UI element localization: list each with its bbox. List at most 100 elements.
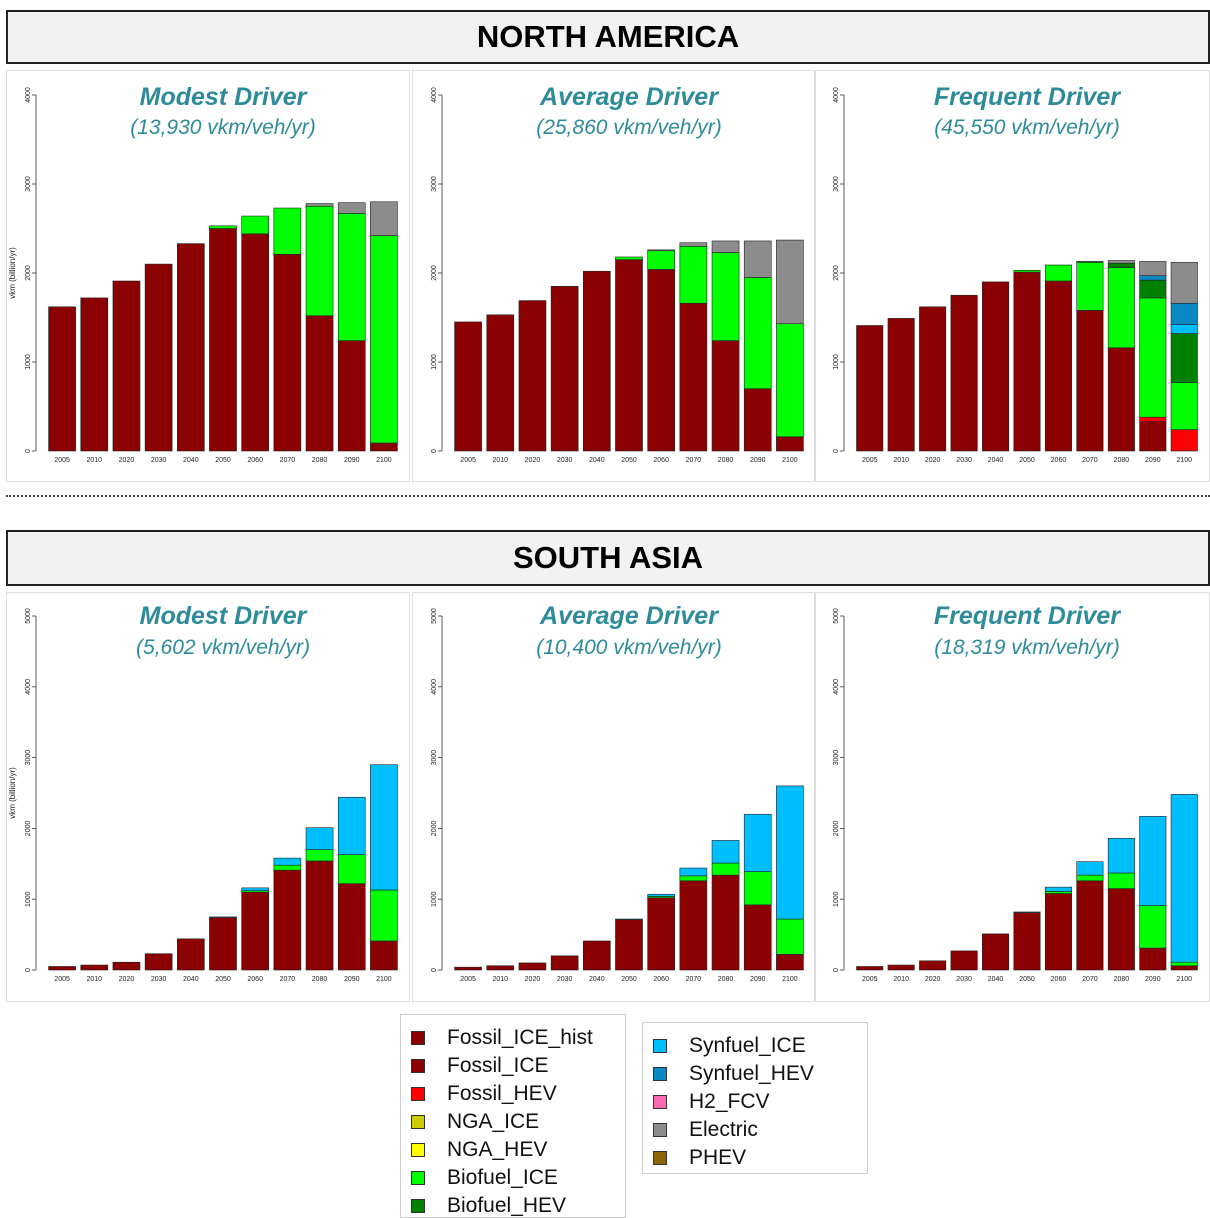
bar-segment-fossil-ice [486,314,515,452]
legend-label: NGA_ICE [447,1110,540,1133]
bar-segment-synfuel-ice [1107,838,1135,874]
bar-segment-fossil-ice [80,297,109,452]
bar-segment-electric [776,239,804,325]
chart-na-modest: Modest Driver (13,930 vkm/veh/yr) 0 1000 200… [6,70,410,482]
region-divider [6,495,1210,497]
x-tick-label: 2090 [344,976,360,983]
chart-subtitle: (45,550 vkm/veh/yr) [934,116,1120,139]
y-tick-label: 4000 [833,679,840,695]
legend-swatch [411,1171,425,1185]
bar-segment-fossil-ice [615,259,643,452]
bar-segment-biofuel-ice [1044,891,1072,894]
x-tick-label: 2005 [460,457,476,464]
chart-na-frequent: Frequent Driver (45,550 vkm/veh/yr) 0 1000 2… [814,70,1210,482]
legend-label: Fossil_HEV [447,1082,557,1105]
legend-item: Fossil_ICE [411,1054,549,1077]
bar-segment-biofuel-ice [305,205,334,317]
bar-segment-fossil-ice [1170,965,1198,971]
bar-segment-biofuel-ice [776,918,804,955]
bar-segment-fossil-ice [550,286,579,452]
y-tick-label: 4000 [25,87,32,103]
x-tick-label: 2080 [718,976,734,983]
x-tick-label: 2050 [215,976,231,983]
x-tick-label: 2010 [893,976,909,983]
bar-segment-fossil-ice [711,340,740,452]
y-tick-label: 1000 [25,354,32,370]
bar-segment-fossil-ice [518,962,547,971]
bar-segment-fossil-ice [486,965,515,971]
x-tick-label: 2060 [653,976,669,983]
x-tick-label: 2060 [247,976,263,983]
legend-item: H2_FCV [653,1090,770,1113]
bar-segment-fossil-ice [48,306,76,452]
legend-swatch [411,1059,425,1073]
panel-frame [6,592,410,1002]
y-tick-label: 3000 [833,176,840,192]
bar-segment-fossil-ice [241,891,269,971]
x-tick-label: 2050 [621,457,637,464]
bar-segment-synfuel-ice [776,785,804,920]
x-tick-label: 2090 [344,457,360,464]
legend-item: PHEV [653,1146,746,1169]
x-tick-label: 2020 [119,457,135,464]
bar-segment-biofuel-ice [776,323,804,438]
y-tick-label: 0 [25,968,32,972]
y-tick-label: 3000 [25,176,32,192]
bar-segment-synfuel-ice [1139,816,1167,906]
bar-segment-fossil-ice [1013,912,1041,971]
bar-segment-biofuel-ice [209,225,237,229]
legend-swatch [411,1115,425,1129]
panel-frame [412,592,816,1002]
chart-subtitle: (18,319 vkm/veh/yr) [934,636,1120,659]
bar-segment-biofuel-ice [711,862,740,876]
bar-segment-fossil-ice [982,933,1010,971]
x-tick-label: 2070 [686,457,702,464]
y-tick-label: 2000 [833,821,840,837]
x-tick-label: 2080 [312,457,328,464]
bar-segment-fossil-ice [919,960,947,971]
chart-title: Average Driver [539,602,719,630]
bar-segment-fossil-ice [209,917,237,971]
legend-item: Fossil_ICE_hist [411,1026,593,1049]
x-tick-label: 2020 [525,457,541,464]
x-tick-label: 2005 [54,457,70,464]
bar-segment-fossil-ice [1107,347,1135,452]
bar-segment-biofuel-ice [1107,872,1135,889]
y-tick-label: 3000 [431,750,438,766]
bar-segment-synfuel-ice [647,893,675,897]
bar-segment-fossil-ice [743,904,772,971]
legend-label: Fossil_ICE_hist [447,1026,593,1049]
y-tick-label: 4000 [833,87,840,103]
bar-segment-synfuel-ice [1013,911,1041,913]
bar-segment-fossil-ice [144,263,173,452]
x-tick-label: 2030 [557,976,573,983]
x-tick-label: 2005 [862,457,878,464]
legend-swatch [653,1151,667,1165]
bar-segment-fossil-ice [1107,888,1135,971]
x-tick-label: 2080 [1114,976,1130,983]
x-tick-label: 2080 [1114,457,1130,464]
y-tick-label: 0 [431,449,438,453]
x-tick-label: 2010 [492,457,508,464]
y-tick-label: 1000 [431,354,438,370]
chart-title: Frequent Driver [934,602,1121,630]
bar-segment-biofuel-hev [1107,262,1135,268]
bar-segment-fossil-ice [776,436,804,452]
legend-swatch [653,1095,667,1109]
bar-segment-synfuel-ice [273,857,302,866]
bar-segment-fossil-ice [711,874,740,971]
x-tick-label: 2010 [86,976,102,983]
legend-swatch [653,1039,667,1053]
bar-segment-biofuel-ice [1139,905,1167,949]
x-tick-label: 2070 [1082,976,1098,983]
bar-segment-synfuel-ice [370,764,398,891]
bar-segment-biofuel-ice [743,871,772,906]
bar-segment-fossil-ice [454,321,482,452]
chart-na-average: Average Driver (25,860 vkm/veh/yr) 0 1000 20… [412,70,816,482]
y-tick-label: 3000 [833,750,840,766]
x-tick-label: 2090 [1145,976,1161,983]
bar-segment-biofuel-hev [1076,261,1104,263]
y-tick-label: 2000 [431,821,438,837]
chart-title: Modest Driver [140,83,308,111]
bar-segment-biofuel-hev [1139,279,1167,299]
